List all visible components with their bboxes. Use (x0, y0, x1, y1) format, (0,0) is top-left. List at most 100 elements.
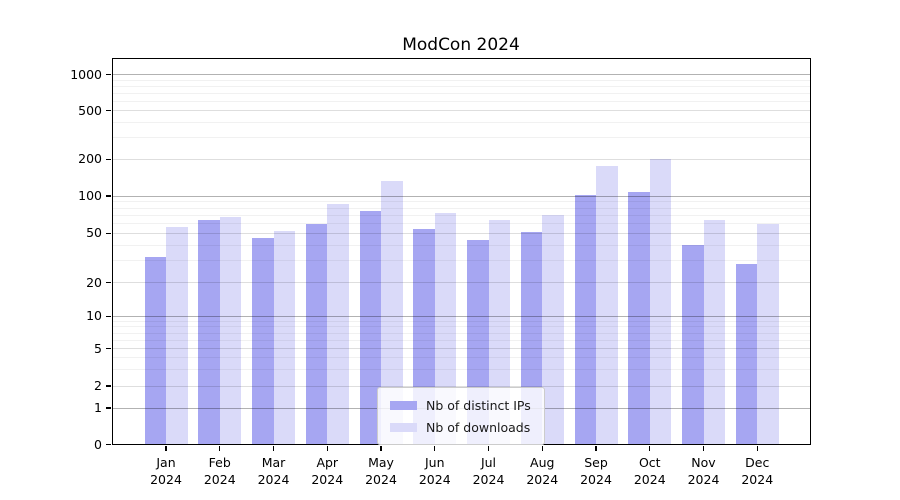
y-tick-10 (106, 315, 111, 317)
bar-downloads-dec (757, 223, 779, 444)
y-tick-500 (106, 109, 111, 112)
gridline-60 (113, 223, 810, 224)
bar-distinct-ips-jan (144, 256, 166, 444)
legend: Nb of distinct IPs Nb of downloads (377, 387, 545, 445)
gridline-2 (113, 385, 810, 387)
gridline-800 (113, 85, 810, 87)
legend-label-distinct-ips: Nb of distinct IPs (426, 397, 531, 413)
bar-distinct-ips-may (359, 211, 381, 444)
x-tick-label-may: May 2024 (365, 454, 397, 487)
gridline-700 (113, 92, 810, 94)
y-tick-100 (106, 195, 111, 197)
x-tick-label-jan: Jan 2024 (150, 454, 182, 487)
gridline-100 (113, 195, 810, 197)
gridline-20 (113, 282, 810, 284)
gridline-600 (113, 100, 810, 102)
x-tick-sep (595, 446, 597, 451)
y-tick-0 (106, 443, 111, 446)
gridline-10 (113, 315, 810, 317)
gridline-30 (113, 260, 810, 262)
bar-downloads-sep (596, 165, 618, 444)
x-tick-mar (272, 446, 275, 451)
x-tick-label-mar: Mar 2024 (257, 454, 290, 487)
gridline-300 (113, 137, 810, 139)
bar-distinct-ips-nov (682, 244, 704, 444)
bar-downloads-may (381, 180, 403, 444)
gridline-500 (113, 110, 810, 111)
x-tick-label-jul: Jul 2024 (472, 454, 505, 487)
x-tick-nov (702, 446, 705, 451)
y-tick-label-5: 5 (94, 340, 102, 356)
y-tick-label-1000: 1000 (70, 66, 102, 82)
x-tick-feb (219, 446, 221, 451)
x-tick-dec (756, 446, 758, 451)
gridline-4 (113, 357, 810, 359)
y-tick-label-1: 1 (94, 400, 102, 416)
plot-area: Nb of distinct IPs Nb of downloads (112, 58, 811, 445)
y-tick-label-10: 10 (86, 308, 102, 324)
gridline-70 (113, 214, 810, 216)
gridline-5 (113, 348, 810, 350)
legend-label-downloads: Nb of downloads (426, 419, 531, 435)
legend-swatch-downloads (390, 422, 417, 432)
bar-downloads-jun (434, 213, 457, 444)
x-tick-jun (434, 446, 436, 451)
gridline-8 (113, 326, 810, 328)
gridline-80 (113, 207, 810, 209)
bar-downloads-mar (273, 230, 295, 444)
x-tick-label-feb: Feb 2024 (203, 454, 236, 487)
y-tick-label-500: 500 (78, 102, 102, 118)
y-tick-20 (106, 282, 111, 284)
bar-distinct-ips-oct (628, 191, 650, 444)
legend-item-downloads: Nb of downloads (390, 416, 544, 438)
y-tick-label-50: 50 (86, 225, 102, 241)
gridline-400 (113, 121, 810, 123)
y-tick-50 (106, 232, 111, 234)
y-tick-label-100: 100 (78, 188, 102, 204)
gridline-3 (113, 369, 810, 370)
x-tick-label-dec: Dec 2024 (741, 454, 774, 487)
x-tick-label-aug: Aug 2024 (526, 454, 559, 487)
y-tick-label-200: 200 (78, 151, 102, 167)
x-tick-may (380, 446, 382, 451)
bar-downloads-aug (542, 214, 564, 444)
x-tick-label-sep: Sep 2024 (580, 454, 612, 487)
bar-distinct-ips-dec (735, 264, 758, 444)
x-tick-oct (649, 446, 651, 451)
y-tick-200 (106, 158, 111, 161)
bar-downloads-apr (327, 204, 349, 444)
bar-downloads-feb (219, 217, 242, 444)
gridline-40 (113, 244, 810, 246)
x-tick-label-apr: Apr 2024 (311, 454, 344, 487)
bar-distinct-ips-apr (305, 223, 328, 444)
bar-distinct-ips-feb (198, 220, 220, 444)
gridline-50 (113, 232, 810, 234)
x-tick-jul (487, 446, 490, 451)
legend-swatch-distinct-ips (390, 400, 417, 410)
y-tick-1 (106, 407, 111, 409)
gridline-1000 (113, 74, 810, 75)
y-tick-label-20: 20 (86, 274, 102, 290)
x-tick-aug (541, 446, 543, 451)
gridline-9 (113, 320, 810, 322)
gridline-90 (113, 201, 810, 203)
x-tick-label-oct: Oct 2024 (633, 454, 666, 487)
bar-distinct-ips-mar (252, 238, 274, 444)
gridline-200 (113, 159, 810, 160)
x-tick-jan (165, 446, 167, 451)
bar-downloads-jan (166, 226, 188, 444)
bar-downloads-oct (649, 159, 672, 444)
y-tick-5 (106, 348, 111, 350)
legend-item-distinct-ips: Nb of distinct IPs (390, 394, 544, 416)
y-tick-label-2: 2 (94, 378, 102, 394)
x-tick-label-nov: Nov 2024 (687, 454, 720, 487)
x-tick-apr (326, 446, 328, 451)
gridline-7 (113, 332, 810, 334)
bar-distinct-ips-sep (574, 195, 596, 444)
y-tick-2 (106, 385, 111, 387)
y-tick-label-0: 0 (94, 436, 102, 452)
chart-title: ModCon 2024 (402, 35, 520, 55)
y-tick-1000 (106, 73, 111, 76)
bar-downloads-nov (703, 220, 725, 444)
